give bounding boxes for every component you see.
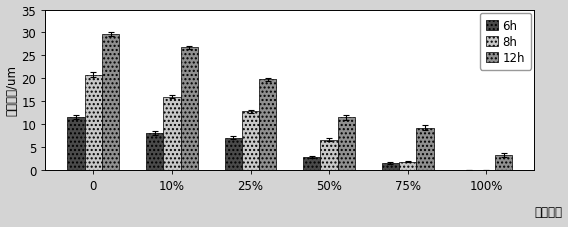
Bar bbox=[382, 163, 399, 170]
Bar bbox=[338, 118, 355, 170]
Bar bbox=[259, 80, 277, 170]
Bar bbox=[181, 48, 198, 170]
Bar bbox=[224, 138, 242, 170]
Bar bbox=[495, 155, 512, 170]
Bar bbox=[164, 97, 181, 170]
Bar bbox=[68, 118, 85, 170]
Bar bbox=[85, 75, 102, 170]
Bar bbox=[242, 112, 259, 170]
Bar bbox=[303, 157, 320, 170]
Bar bbox=[102, 35, 119, 170]
Legend: 6h, 8h, 12h: 6h, 8h, 12h bbox=[480, 14, 531, 71]
Bar bbox=[320, 140, 338, 170]
Bar bbox=[146, 134, 164, 170]
Bar bbox=[416, 128, 433, 170]
Y-axis label: 芽管长度/um: 芽管长度/um bbox=[6, 65, 19, 116]
Text: 滤液浓度: 滤液浓度 bbox=[534, 205, 562, 218]
Bar bbox=[399, 162, 416, 170]
